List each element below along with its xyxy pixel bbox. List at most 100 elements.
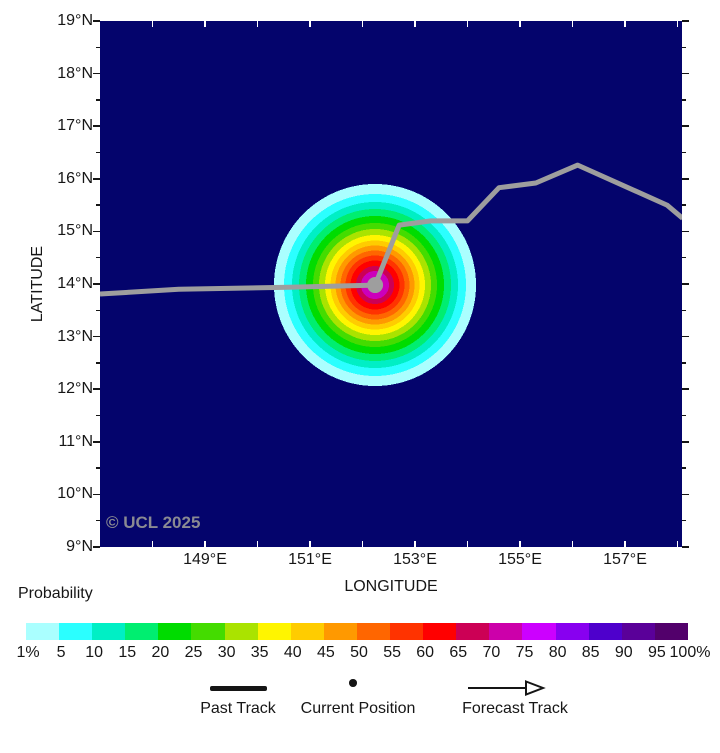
x-tick-label: 151°E (288, 551, 332, 568)
colorbar-tick-label: 90 (614, 644, 633, 661)
y-axis-tick-right (682, 388, 689, 390)
y-axis-tick (96, 414, 100, 417)
colorbar-tick-label: 65 (449, 644, 468, 661)
x-axis-tick-bottom (204, 541, 206, 547)
colorbar-tick-label: 70 (482, 644, 501, 661)
colorbar-tick-label: 50 (350, 644, 368, 661)
colorbar-segment (191, 623, 225, 640)
colorbar-segment (522, 623, 556, 640)
y-axis-tick-right (682, 362, 686, 364)
colorbar-tick-label: 30 (217, 644, 236, 661)
colorbar-tick-label: 25 (184, 644, 203, 661)
forecast-track-legend-label: Forecast Track (462, 700, 568, 717)
y-axis-tick (96, 256, 100, 259)
y-axis-tick (93, 230, 100, 233)
colorbar-tick-label: 40 (283, 644, 302, 661)
y-axis-tick (96, 46, 100, 49)
y-axis-tick (96, 99, 100, 101)
y-axis-tick (93, 441, 100, 443)
y-axis-tick-right (682, 519, 686, 522)
colorbar-tick-label: 10 (85, 644, 104, 661)
x-axis-tick-top (361, 21, 364, 27)
y-axis-tick (96, 151, 100, 154)
y-axis-tick (93, 20, 100, 22)
x-axis-tick-bottom (676, 541, 679, 547)
x-tick-label: 149°E (183, 551, 227, 568)
colorbar-segment (356, 623, 391, 640)
colorbar-segment (390, 623, 424, 640)
x-axis-title: LONGITUDE (344, 578, 438, 595)
y-axis-tick-right (682, 309, 686, 312)
past-track-line (100, 282, 376, 297)
colorbar-tick-label: 85 (581, 644, 600, 661)
y-axis-tick-right (682, 99, 686, 101)
colorbar-segment (224, 623, 258, 640)
y-axis-tick-right (682, 178, 689, 180)
current-position-legend-label: Current Position (300, 700, 416, 717)
colorbar-tick-label: 95 (647, 644, 666, 661)
x-axis-tick-bottom (571, 541, 574, 547)
x-axis-tick-bottom (466, 541, 469, 547)
colorbar-segment (621, 623, 655, 640)
forecast-track-line (372, 162, 682, 287)
colorbar-title: Probability (18, 585, 93, 602)
x-axis-tick-top (676, 21, 679, 27)
colorbar-tick-label: 75 (515, 644, 534, 661)
colorbar-segment (257, 623, 291, 640)
y-axis-tick-right (682, 441, 689, 443)
y-axis-tick (93, 283, 100, 285)
past-track-legend-label: Past Track (200, 700, 276, 717)
y-axis-tick-right (682, 414, 686, 417)
x-axis-tick-top (204, 21, 206, 27)
colorbar-tick-label: 5 (56, 644, 66, 661)
y-axis-tick (96, 362, 100, 364)
colorbar-tick-label: 20 (151, 644, 170, 661)
colorbar-segment (92, 623, 126, 640)
y-axis-tick (93, 178, 100, 180)
map-plot-area: © UCL 2025 (100, 21, 682, 547)
colorbar-segment (456, 623, 490, 640)
y-axis-tick-right (682, 230, 689, 233)
y-axis-tick-right (682, 335, 689, 338)
colorbar-tick-label: 100% (669, 644, 711, 661)
y-axis-tick (93, 388, 100, 390)
x-axis-tick-bottom (151, 541, 154, 547)
y-tick-label: 13°N (57, 327, 93, 345)
colorbar-tick-label: 80 (548, 644, 567, 661)
y-tick-label: 17°N (57, 117, 93, 135)
forecast-track-legend-symbol (468, 680, 546, 696)
colorbar-segment (489, 623, 523, 640)
y-tick-label: 14°N (57, 275, 93, 292)
y-axis-tick-right (682, 546, 689, 548)
y-tick-label: 16°N (57, 169, 93, 187)
y-tick-label: 12°N (57, 380, 93, 398)
colorbar-segment (654, 623, 688, 640)
current-position-dot (367, 277, 384, 294)
colorbar-segment (26, 623, 60, 640)
y-axis-tick (93, 546, 100, 548)
colorbar-segment (323, 623, 357, 640)
y-axis-tick (96, 309, 100, 312)
colorbar-tick-label: 45 (316, 644, 335, 661)
y-axis-tick-right (682, 46, 686, 49)
past-track-legend-symbol (210, 686, 267, 691)
y-tick-label: 11°N (58, 432, 93, 450)
x-axis-tick-top (414, 21, 416, 27)
storm-track-overlay (100, 162, 682, 297)
colorbar-segment (555, 623, 589, 640)
colorbar-segment (290, 623, 324, 640)
y-axis-tick-right (682, 467, 686, 469)
y-axis-tick-right (682, 125, 689, 127)
y-axis-tick-right (682, 493, 689, 496)
y-axis-tick (93, 125, 100, 127)
colorbar-segment (423, 623, 457, 640)
colorbar-tick-label: 1% (16, 644, 40, 661)
x-axis-tick-bottom (519, 541, 521, 547)
colorbar-tick-label: 35 (250, 644, 269, 661)
colorbar-segment (125, 623, 159, 640)
x-tick-label: 153°E (393, 551, 437, 568)
y-tick-label: 15°N (57, 222, 93, 240)
x-tick-label: 157°E (603, 551, 647, 568)
colorbar-segment (59, 623, 93, 640)
